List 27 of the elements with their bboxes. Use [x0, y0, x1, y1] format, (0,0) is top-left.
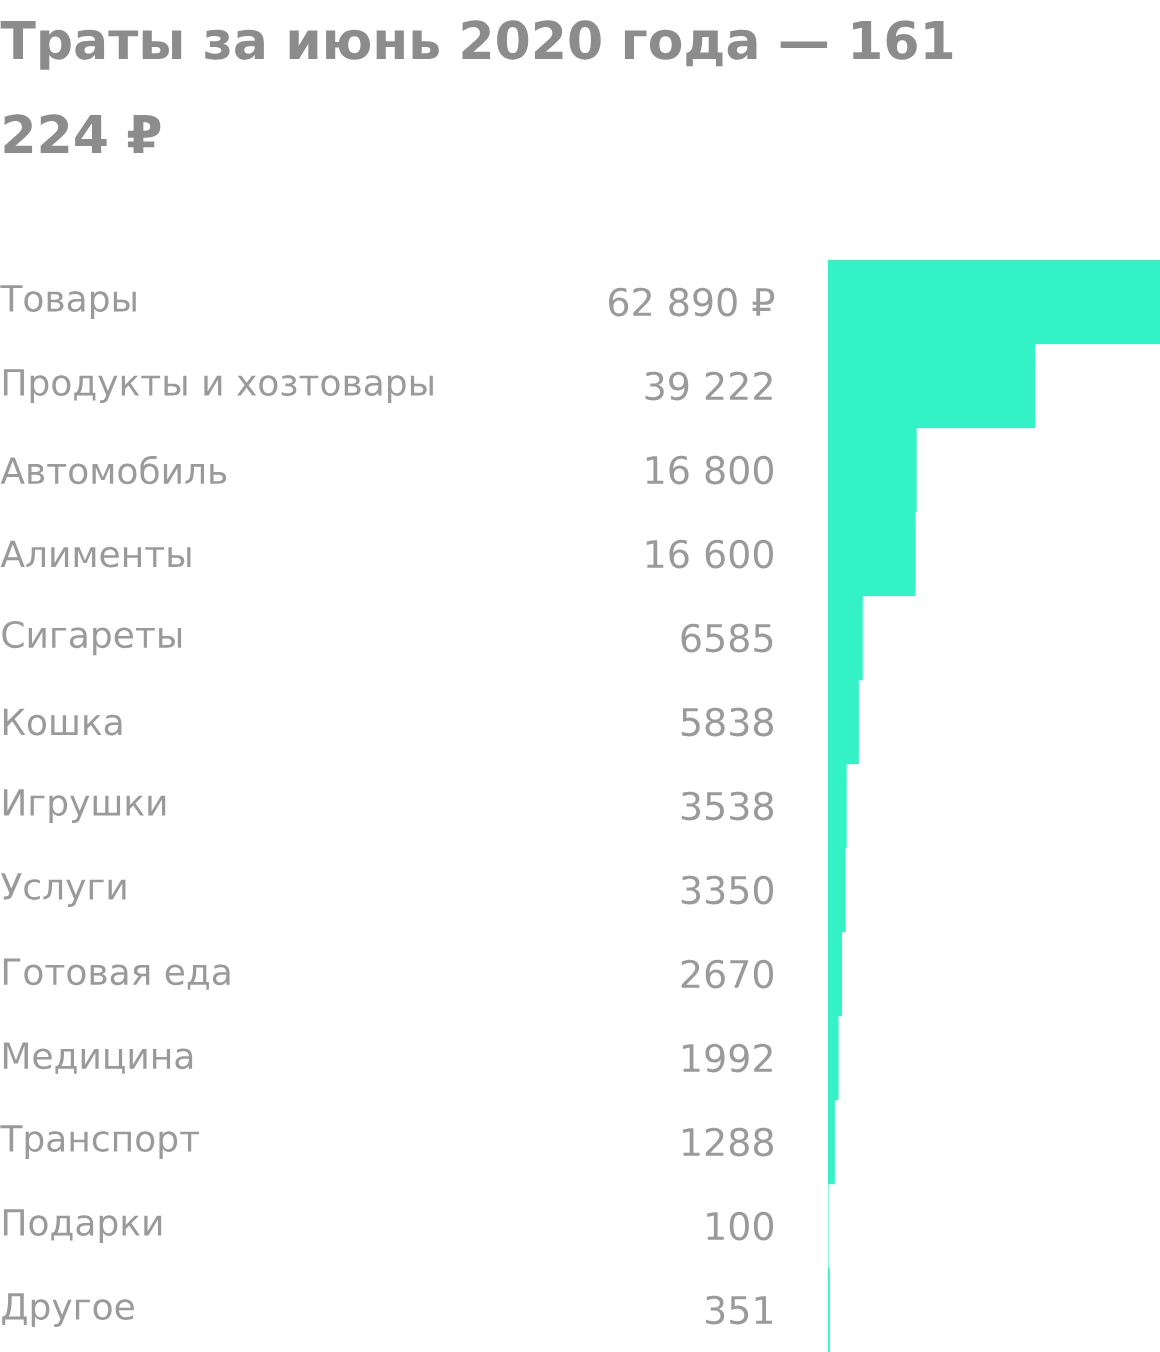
- data-label: 1288: [683, 1127, 773, 1157]
- y-tick-label: Товары: [0, 285, 136, 319]
- y-tick-label: Автомобиль: [0, 455, 227, 485]
- data-label: 6585: [681, 623, 773, 653]
- y-tick-label: Алименты: [0, 540, 191, 568]
- data-label: 3350: [681, 875, 774, 905]
- y-tick-label: Готовая еда: [3, 958, 230, 990]
- y-tick-label: Услуги: [1, 873, 126, 907]
- y-tick-label: Продукты и хозтовары: [3, 369, 433, 403]
- data-label: 351: [705, 1295, 773, 1325]
- y-tick-label: Медицина: [3, 1042, 193, 1074]
- y-tick-label: Транспорт: [0, 1125, 200, 1159]
- y-tick-label: Кошка: [3, 708, 122, 736]
- y-tick-label: Сигареты: [2, 620, 182, 656]
- data-label: 62 890 ₽: [609, 287, 775, 317]
- data-label: 2670: [681, 959, 774, 989]
- data-label: 3538: [681, 791, 773, 821]
- data-label: 16 600: [646, 539, 773, 569]
- data-label: 1992: [683, 1043, 772, 1073]
- data-label: 5838: [681, 707, 773, 737]
- y-tick-label: Подарки: [3, 1209, 162, 1243]
- chart-title: Траты за июнь 2020 года — 161 224 ₽: [0, 20, 953, 153]
- y-tick-label: Игрушки: [3, 789, 166, 823]
- y-tick-label: Другое: [2, 1293, 134, 1327]
- data-label: 16 800: [646, 455, 773, 485]
- data-label: 100: [707, 1211, 774, 1241]
- data-label: 39 222: [645, 371, 772, 401]
